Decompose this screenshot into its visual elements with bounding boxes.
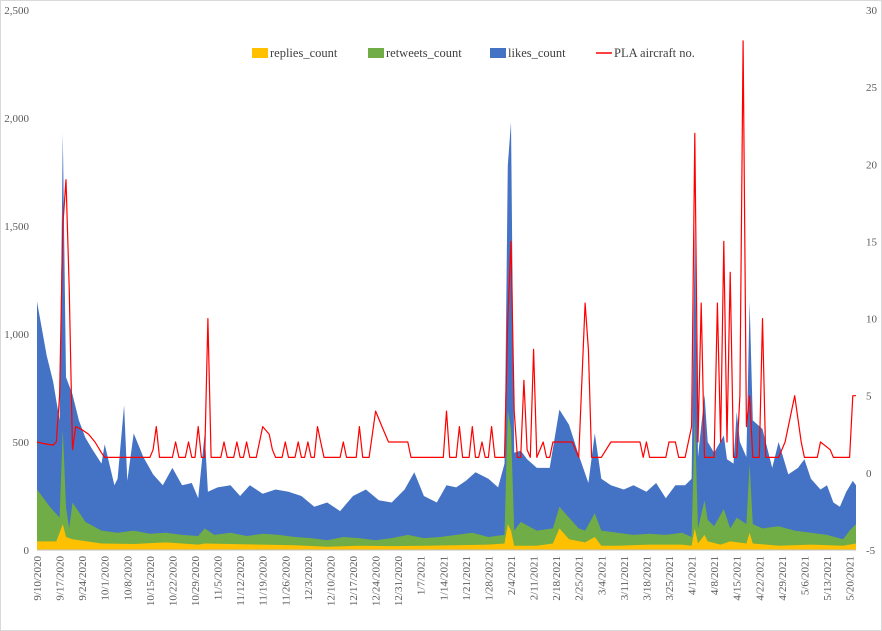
x-tick-label: 2/18/2021 [551,556,563,601]
x-tick-label: 10/8/2020 [122,556,134,601]
x-tick-label: 5/13/2021 [822,556,834,601]
x-tick-label: 4/22/2021 [754,556,766,601]
line-series-layer [36,40,856,458]
x-tick-label: 10/1/2020 [100,556,112,601]
right-tick-label: 10 [866,314,878,326]
right-tick-label: 30 [866,5,878,17]
line-pla-aircraft [36,40,856,458]
x-tick-label: 9/17/2020 [55,556,67,601]
x-tick-label: 3/11/2021 [619,556,631,600]
x-tick-label: 9/24/2020 [77,555,89,600]
x-tick-label: 11/12/2020 [235,555,247,605]
x-tick-label: 2/25/2021 [574,556,586,601]
x-tick-label: 12/31/2020 [393,555,405,606]
x-tick-label: 12/24/2020 [371,556,383,607]
right-axis: -5 0 5 10 15 20 25 30 [866,5,878,557]
left-tick-label: 1,500 [4,221,29,233]
left-tick-label: 0 [24,545,30,557]
left-tick-label: 500 [13,437,30,449]
legend-swatch [252,48,268,58]
left-axis: 0 500 1,000 1,500 2,000 2,500 [4,5,29,557]
left-tick-label: 1,000 [4,329,29,341]
x-tick-label: 1/21/2021 [461,556,473,601]
x-tick-label: 3/4/2021 [596,556,608,595]
x-axis: 9/10/2020 9/17/2020 9/24/2020 10/1/2020 10/8… [32,555,857,606]
x-tick-label: 4/8/2021 [709,556,721,595]
x-tick-label: 11/5/2020 [213,556,225,601]
legend-item: replies_count [252,46,338,60]
area-series-layer [37,122,856,551]
legend-label: retweets_count [386,46,462,60]
x-tick-label: 4/1/2021 [687,556,699,595]
x-tick-label: 11/26/2020 [280,556,292,606]
x-tick-label: 2/11/2021 [529,556,541,600]
legend: replies_count retweets_count likes_count PL… [252,46,695,60]
x-tick-label: 3/18/2021 [641,556,653,601]
legend-item: retweets_count [368,46,462,60]
legend-swatch [368,48,384,58]
x-tick-label: 1/7/2021 [416,556,428,595]
x-tick-label: 11/19/2020 [258,556,270,606]
legend-label: replies_count [270,46,338,60]
legend-swatch [490,48,506,58]
x-tick-label: 9/10/2020 [32,556,44,601]
x-tick-label: 5/6/2021 [799,556,811,595]
x-tick-label: 4/15/2021 [732,556,744,601]
left-tick-label: 2,500 [4,5,29,17]
left-tick-label: 2,000 [4,113,29,125]
x-tick-label: 10/15/2020 [145,556,157,607]
x-tick-label: 4/29/2021 [777,556,789,601]
x-tick-label: 12/17/2020 [348,556,360,607]
x-tick-label: 3/25/2021 [664,556,676,601]
area-likes_count [37,122,856,551]
area-retweets_count [37,409,856,550]
x-tick-label: 1/28/2021 [483,556,495,601]
x-tick-label: 10/29/2020 [190,556,202,607]
right-tick-label: 0 [866,468,872,480]
legend-item: PLA aircraft no. [596,46,695,60]
x-tick-label: 10/22/2020 [167,555,179,606]
right-tick-label: 20 [866,159,878,171]
x-tick-label: 2/4/2021 [506,556,518,595]
right-tick-label: 15 [866,236,878,248]
right-tick-label: 5 [866,391,872,403]
area-replies_count [37,524,856,550]
x-tick-label: 1/14/2021 [438,556,450,601]
x-tick-label: 5/20/2021 [845,556,857,601]
legend-label: likes_count [508,46,566,60]
legend-label: PLA aircraft no. [614,46,695,60]
right-tick-label: 25 [866,82,878,94]
x-tick-label: 12/3/2020 [303,556,315,601]
right-tick-label: -5 [866,545,876,557]
legend-item: likes_count [490,46,566,60]
x-tick-label: 12/10/2020 [325,555,337,606]
